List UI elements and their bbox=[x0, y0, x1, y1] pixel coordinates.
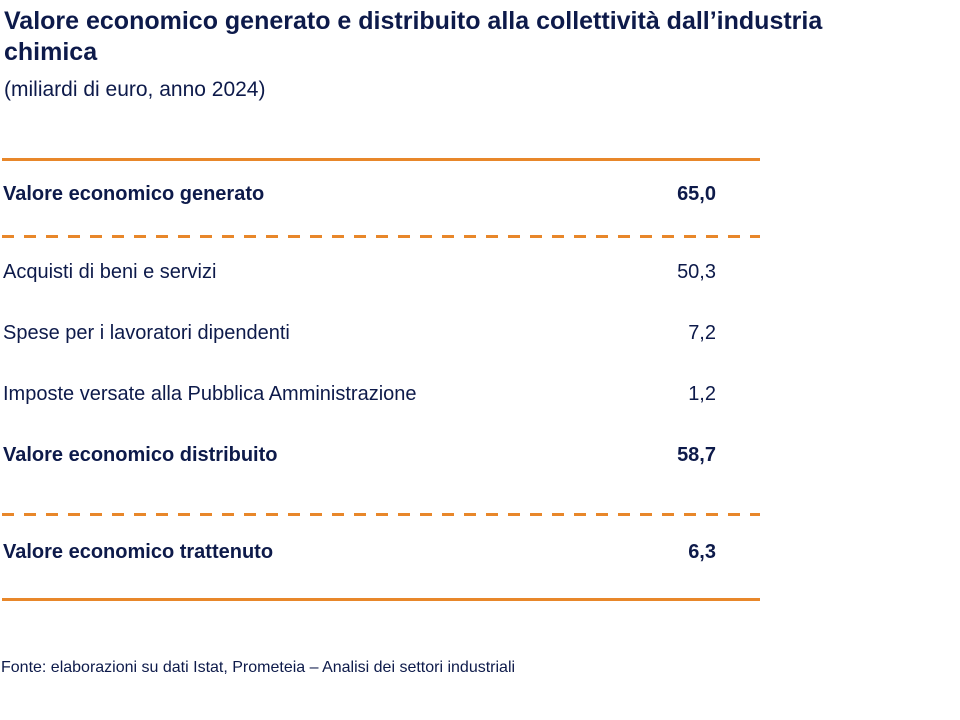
chart-subtitle: (miliardi di euro, anno 2024) bbox=[4, 78, 266, 101]
row-label: Valore economico trattenuto bbox=[3, 541, 274, 563]
top-solid-rule bbox=[2, 158, 760, 161]
table-row-distributed: Valore economico distribuito 58,7 bbox=[0, 440, 960, 470]
row-value: 50,3 bbox=[677, 261, 716, 283]
row-value: 7,2 bbox=[688, 322, 716, 344]
table-row-generated: Valore economico generato 65,0 bbox=[0, 179, 960, 209]
row-label: Imposte versate alla Pubblica Amministra… bbox=[3, 383, 417, 405]
bottom-solid-rule bbox=[2, 598, 760, 601]
table-row-retained: Valore economico trattenuto 6,3 bbox=[0, 537, 960, 567]
row-value: 6,3 bbox=[688, 541, 716, 563]
row-label: Spese per i lavoratori dipendenti bbox=[3, 322, 290, 344]
table-row-purchases: Acquisti di beni e servizi 50,3 bbox=[0, 257, 960, 287]
row-label: Valore economico generato bbox=[3, 183, 265, 205]
row-value: 65,0 bbox=[677, 183, 716, 205]
chart-title: Valore economico generato e distribuito … bbox=[4, 7, 823, 66]
dashed-rule-1 bbox=[2, 235, 760, 238]
table-row-taxes: Imposte versate alla Pubblica Amministra… bbox=[0, 379, 960, 409]
row-label: Acquisti di beni e servizi bbox=[3, 261, 217, 283]
row-value: 1,2 bbox=[688, 383, 716, 405]
dashed-rule-2 bbox=[2, 513, 760, 516]
row-label: Valore economico distribuito bbox=[3, 444, 278, 466]
row-value: 58,7 bbox=[677, 444, 716, 466]
table-row-employees: Spese per i lavoratori dipendenti 7,2 bbox=[0, 318, 960, 348]
source-note: Fonte: elaborazioni su dati Istat, Prome… bbox=[1, 659, 516, 676]
